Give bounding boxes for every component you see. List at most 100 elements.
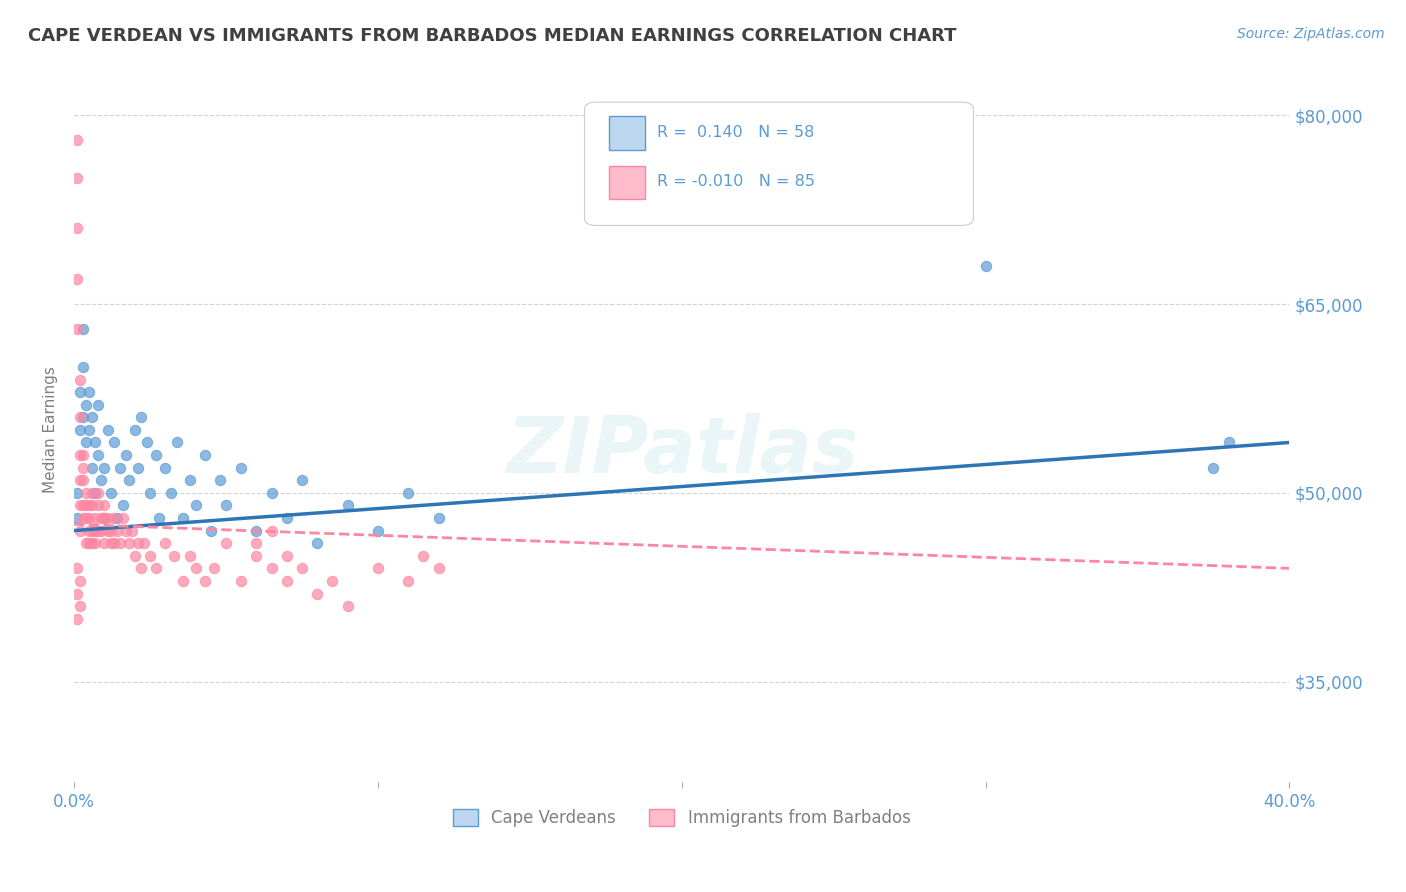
Point [396,574,419,588]
Point [245,536,267,550]
Point [245,524,267,538]
Point [66,272,89,286]
Point [87,398,110,412]
Point [75,499,97,513]
Point [72,511,94,525]
Point [100,524,122,538]
Point [215,536,238,550]
Point [72,460,94,475]
Point [260,524,283,538]
Point [66,612,89,626]
Point [111,511,134,525]
Point [84,435,107,450]
Point [114,448,136,462]
Point [96,524,118,538]
Text: ZIPatlas: ZIPatlas [506,413,858,489]
Point [103,511,125,525]
Point [208,473,231,487]
Point [427,561,450,575]
Point [79,524,101,538]
Point [93,536,115,550]
Point [974,259,997,273]
Point [118,536,141,550]
Point [155,460,177,475]
Point [1218,435,1240,450]
Point [276,511,298,525]
Point [79,499,101,513]
Point [75,511,97,525]
Point [87,448,110,462]
Point [69,473,91,487]
Point [66,511,89,525]
Point [132,536,155,550]
Point [93,460,115,475]
Point [321,574,343,588]
Point [194,574,217,588]
Point [100,536,122,550]
Point [66,133,89,147]
Point [79,423,101,437]
Point [200,524,222,538]
Point [139,549,162,563]
Point [114,524,136,538]
Point [276,549,298,563]
Point [79,511,101,525]
Point [307,536,329,550]
Point [215,499,238,513]
Point [93,511,115,525]
Point [87,499,110,513]
Point [82,410,104,425]
Point [367,561,389,575]
Point [194,448,217,462]
Point [72,359,94,374]
Point [307,586,329,600]
Point [66,586,89,600]
Point [66,486,89,500]
Point [84,511,107,525]
Point [75,398,97,412]
Text: Source: ZipAtlas.com: Source: ZipAtlas.com [1237,27,1385,41]
Point [245,549,267,563]
Point [231,574,253,588]
Point [90,511,112,525]
FancyBboxPatch shape [585,102,973,226]
Point [103,536,125,550]
Point [1202,460,1225,475]
Point [87,524,110,538]
Point [69,410,91,425]
Point [69,574,91,588]
FancyBboxPatch shape [609,166,645,200]
Point [291,473,314,487]
Point [75,536,97,550]
Point [396,486,419,500]
Point [105,524,128,538]
Point [336,599,359,614]
Point [129,410,152,425]
Point [148,511,170,525]
Point [82,524,104,538]
Point [66,221,89,235]
FancyBboxPatch shape [609,116,645,150]
Point [121,524,143,538]
Point [84,486,107,500]
Point [124,549,146,563]
Point [129,561,152,575]
Point [160,486,183,500]
Point [72,410,94,425]
Point [179,549,201,563]
Point [202,561,225,575]
Point [155,536,177,550]
Point [367,524,389,538]
Point [66,171,89,186]
Point [84,536,107,550]
Point [136,435,159,450]
Point [336,499,359,513]
Point [79,536,101,550]
Point [166,435,188,450]
Point [412,549,434,563]
Point [184,499,207,513]
Point [127,536,149,550]
Point [108,536,131,550]
Legend: Cape Verdeans, Immigrants from Barbados: Cape Verdeans, Immigrants from Barbados [446,803,917,834]
Point [75,435,97,450]
